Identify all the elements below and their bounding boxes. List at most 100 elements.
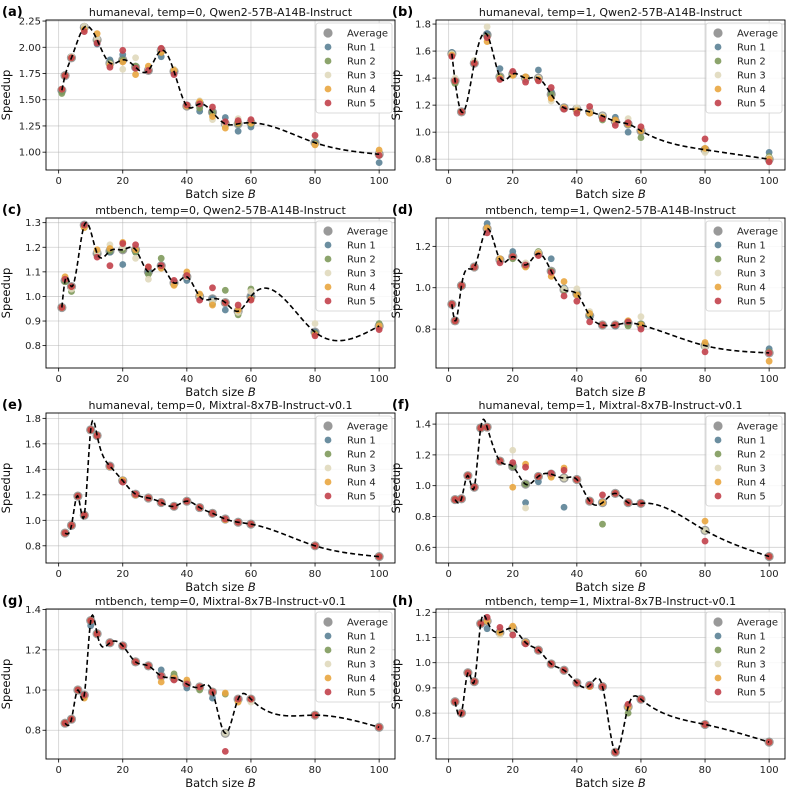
- run-3-point: [144, 275, 152, 283]
- legend-marker: [324, 688, 332, 696]
- x-axis-label: Batch size B: [185, 187, 256, 201]
- panel-label: (a): [2, 5, 23, 20]
- run-5-point: [560, 105, 568, 113]
- run-4-point: [132, 71, 139, 78]
- run-1-point: [509, 248, 517, 255]
- axes-frame: [435, 412, 786, 564]
- run-5-point: [560, 292, 568, 300]
- legend-marker: [323, 617, 333, 627]
- legend-marker: [324, 241, 332, 249]
- run-5-point: [560, 466, 568, 474]
- legend-marker: [714, 71, 722, 79]
- y-tick-label: 1.2: [415, 242, 431, 253]
- x-tick-label: 80: [699, 765, 712, 776]
- run-1-point: [87, 622, 95, 630]
- x-axis-label-symbol: B: [248, 776, 256, 790]
- run-5-point: [247, 296, 255, 304]
- run-5-point: [119, 478, 127, 486]
- x-tick-label: 60: [635, 374, 648, 385]
- subplot-h: 0 20 40 60 80 100 0.7 0.8 0.9 1.0 1.1 1.2 Average Run…: [389, 594, 786, 790]
- legend-item: Run 1: [324, 241, 376, 252]
- legend-label: Run 1: [737, 43, 766, 54]
- subplot-title: mtbench, temp=0, Qwen2-57B-A14B-Instruct: [95, 204, 346, 217]
- y-tick-label: 1.2: [25, 645, 41, 656]
- legend-marker: [714, 660, 722, 668]
- run-5-point: [93, 630, 101, 638]
- y-axis-label: Speedup: [0, 70, 13, 121]
- legend-label: Run 3: [737, 269, 766, 280]
- legend-label: Run 5: [737, 492, 766, 503]
- run-4-point: [560, 278, 568, 285]
- run-4-point: [209, 301, 216, 309]
- subplot-title: humaneval, temp=0, Mixtral-8x7B-Instruct…: [89, 399, 353, 412]
- run-5-point: [586, 103, 594, 110]
- panel-label: (e): [2, 398, 23, 413]
- run-1-point: [522, 499, 529, 507]
- legend-item: Run 4: [714, 283, 766, 294]
- legend-label: Run 2: [737, 450, 766, 461]
- y-tick-label: 1.4: [25, 605, 41, 616]
- run-5-point: [157, 499, 165, 506]
- legend-item: Run 1: [714, 43, 766, 54]
- run-5-point: [61, 72, 69, 79]
- legend-marker: [324, 43, 332, 51]
- x-axis-label-text: Batch size: [575, 187, 634, 201]
- legend-label: Run 1: [347, 632, 376, 643]
- y-tick-label: 1.6: [25, 439, 41, 450]
- legend-marker: [714, 269, 722, 277]
- x-tick-label: 80: [309, 765, 322, 776]
- legend-marker: [714, 436, 722, 444]
- run-5-point: [119, 240, 127, 247]
- legend: Average Run 1 Run 2 Run 3 Run 4 Run 5: [315, 22, 393, 114]
- run-5-point: [701, 721, 709, 728]
- average-fit-curve: [454, 614, 770, 754]
- x-tick-label: 20: [116, 176, 129, 187]
- x-axis-label-text: Batch size: [185, 776, 244, 790]
- legend-item: Run 1: [714, 632, 766, 643]
- legend-label: Average: [347, 422, 388, 433]
- x-axis-label: Batch size B: [185, 776, 256, 790]
- run-5-point: [234, 117, 242, 125]
- x-tick-label: 60: [635, 569, 648, 580]
- legend-marker: [714, 478, 722, 486]
- x-tick-label: 60: [245, 176, 258, 187]
- legend-item: Run 4: [714, 85, 766, 96]
- run-1-point: [483, 625, 491, 633]
- x-axis-label-text: Batch size: [185, 385, 244, 399]
- legend-marker: [713, 421, 723, 431]
- legend-label: Run 5: [347, 492, 376, 503]
- x-tick-label: 60: [635, 176, 648, 187]
- legend-box: [315, 22, 393, 114]
- subplot-title: mtbench, temp=1, Qwen2-57B-A14B-Instruct: [485, 204, 736, 217]
- legend-marker: [324, 283, 332, 291]
- legend-box: [705, 415, 783, 507]
- y-tick-label: 1.00: [19, 148, 41, 159]
- x-axis-label-symbol: B: [248, 580, 256, 594]
- legend-item: Run 5: [714, 297, 766, 308]
- y-tick-label: 0.8: [415, 155, 431, 166]
- run-5-point: [144, 263, 152, 271]
- x-tick-label: 0: [445, 176, 451, 187]
- run-1-point: [624, 128, 632, 136]
- x-tick-label: 0: [445, 569, 451, 580]
- y-tick-label: 1.0: [415, 658, 431, 669]
- panel-label: (f): [392, 398, 410, 413]
- legend-label: Run 4: [347, 478, 376, 489]
- legend-item: Run 5: [714, 99, 766, 110]
- legend-item: Run 4: [324, 283, 376, 294]
- legend-marker: [713, 226, 723, 236]
- run-5-point: [221, 747, 229, 755]
- x-axis-label: Batch size B: [575, 776, 646, 790]
- subplot-title: mtbench, temp=1, Mixtral-8x7B-Instruct-v…: [485, 595, 736, 608]
- axes-frame: [45, 608, 396, 760]
- legend-label: Run 1: [347, 241, 376, 252]
- y-tick-label: 2.00: [19, 43, 41, 54]
- run-5-point: [170, 71, 178, 78]
- y-tick-label: 1.4: [415, 74, 431, 85]
- x-tick-label: 20: [116, 569, 129, 580]
- run-5-point: [311, 711, 319, 719]
- run-2-point: [221, 286, 229, 294]
- legend-label: Run 3: [347, 660, 376, 671]
- run-5-point: [477, 620, 485, 628]
- y-tick-label: 1.4: [415, 420, 431, 431]
